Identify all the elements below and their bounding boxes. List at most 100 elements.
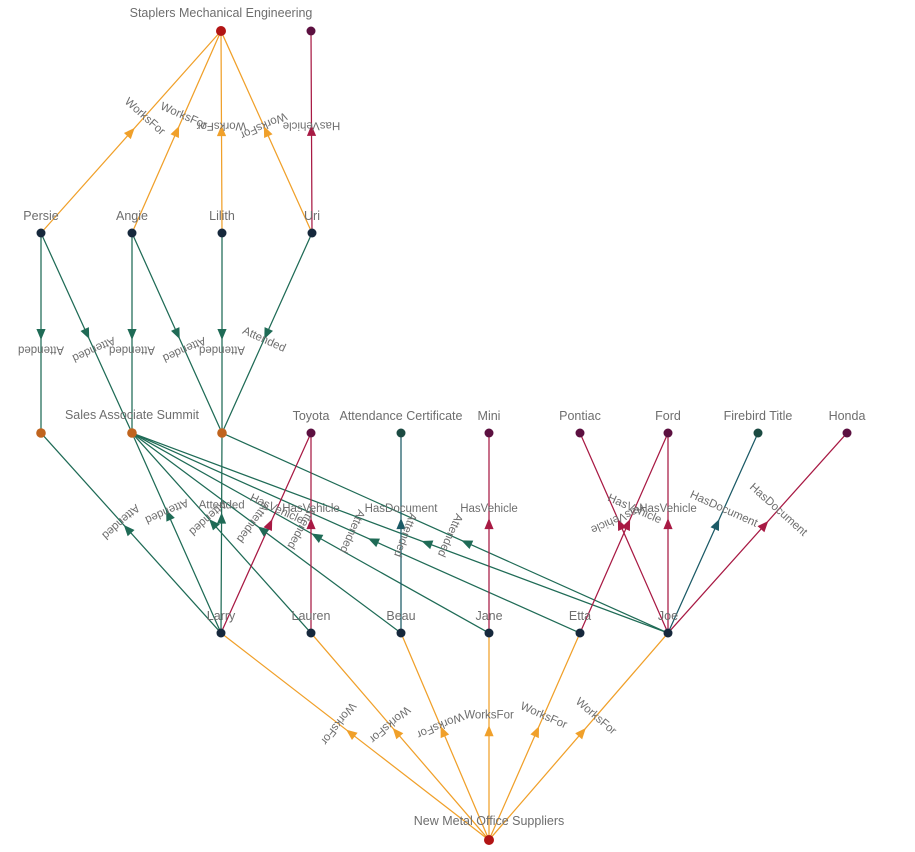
graph-edge[interactable]: [581, 436, 667, 630]
edge-arrowhead: [216, 125, 227, 137]
graph-node-larry[interactable]: [216, 628, 226, 638]
graph-node-persie[interactable]: [36, 228, 46, 238]
edge-arrowhead: [264, 327, 273, 340]
edge-label-worksfor: WorksFor: [415, 710, 466, 741]
graph-node-pontiac[interactable]: [575, 428, 585, 438]
graph-node-event_b[interactable]: [127, 428, 137, 438]
graph-node-lilith[interactable]: [217, 228, 227, 238]
edge-arrowhead: [80, 327, 90, 340]
edge-arrowhead: [440, 726, 450, 739]
edge-arrowhead: [217, 329, 227, 341]
graph-node-jane[interactable]: [484, 628, 494, 638]
edge-label-group: Attended: [199, 499, 245, 511]
edge-arrowhead: [123, 127, 135, 140]
node-label-honda: Honda: [829, 409, 866, 423]
edge-arrowhead: [396, 518, 406, 530]
edge-label-worksfor: WorksFor: [518, 700, 568, 731]
node-label-ford: Ford: [655, 409, 681, 423]
graph-node-att_cert[interactable]: [396, 428, 406, 438]
node-label-att_cert: Attendance Certificate: [340, 409, 463, 423]
node-label-toyota: Toyota: [293, 409, 330, 423]
node-label-firebird: Firebird Title: [724, 409, 793, 423]
graph-node-toyota[interactable]: [306, 428, 316, 438]
edge-label-group: HasDocument: [747, 481, 810, 539]
edge-label-group: Attended: [199, 343, 245, 355]
graph-edge[interactable]: [220, 437, 223, 630]
edge-label-group: HasVehicle: [282, 503, 340, 515]
edge-label-attended: Attended: [435, 512, 465, 559]
edge-label-worksfor: WorksFor: [366, 703, 412, 745]
edge-arrowhead: [36, 329, 46, 341]
edge-label-group: HasVehicle: [639, 503, 697, 515]
graph-edge[interactable]: [133, 436, 220, 630]
edge-layer: [40, 34, 845, 838]
edge-arrowhead: [123, 524, 135, 537]
edge-label-attended: Attended: [240, 325, 287, 355]
graph-node-ford[interactable]: [663, 428, 673, 438]
edge-arrowhead: [757, 520, 769, 533]
edge-arrowhead: [621, 519, 631, 532]
graph-node-honda[interactable]: [842, 428, 852, 438]
graph-edge[interactable]: [669, 436, 757, 630]
edge-arrowhead: [257, 526, 270, 537]
graph-node-staplers[interactable]: [216, 26, 226, 36]
node-layer: [36, 26, 852, 845]
edge-arrowhead: [575, 727, 586, 740]
edge-arrowhead: [484, 518, 494, 530]
graph-node-uri[interactable]: [307, 228, 317, 238]
node-label-persie: Persie: [23, 209, 58, 223]
edge-label-group: HasVehicle: [283, 119, 341, 131]
edge-label-worksfor: WorksFor: [464, 709, 514, 721]
edge-arrowhead: [170, 126, 180, 138]
edge-label-group: HasVehicle: [460, 503, 518, 515]
edge-arrowhead: [306, 518, 316, 530]
edge-arrowhead: [392, 727, 404, 740]
edge-label-group: Attended: [435, 512, 465, 559]
edge-arrowhead: [306, 124, 317, 136]
graph-node-lauren[interactable]: [306, 628, 316, 638]
graph-node-etta[interactable]: [575, 628, 585, 638]
graph-node-joe[interactable]: [663, 628, 673, 638]
graph-edge[interactable]: [670, 435, 845, 631]
graph-node-firebird[interactable]: [753, 428, 763, 438]
graph-node-newmetal[interactable]: [484, 835, 494, 845]
edge-label-attended: Attended: [391, 511, 418, 558]
edge-label-hasvehicle: HasVehicle: [282, 503, 340, 515]
edge-label-group: Attended: [391, 511, 418, 558]
edge-label-group: WorksFor: [464, 709, 514, 721]
edge-label-group: WorksFor: [196, 120, 246, 132]
edge-label-hasvehicle: HasVehicle: [460, 503, 518, 515]
edge-arrowhead: [311, 533, 324, 543]
graph-node-beau[interactable]: [396, 628, 406, 638]
graph-node-event_c[interactable]: [217, 428, 227, 438]
edge-arrowhead: [530, 726, 540, 739]
edge-label-hasdocument: HasDocument: [365, 503, 439, 515]
edge-label-group: Attended: [109, 343, 155, 355]
graph-node-veh_top[interactable]: [306, 26, 316, 36]
edge-label-group: HasDocument: [365, 503, 439, 515]
edge-arrowhead: [346, 729, 358, 740]
node-label-lilith: Lilith: [209, 209, 235, 223]
edge-label-attended: Attended: [199, 499, 245, 511]
node-label-beau: Beau: [386, 609, 415, 623]
edge-arrowhead: [263, 519, 273, 532]
edge-arrowhead: [209, 519, 220, 531]
graph-node-mini[interactable]: [484, 428, 494, 438]
edge-label-group: Attended: [240, 325, 287, 355]
edge-arrowhead: [127, 329, 137, 341]
edge-label-worksfor: WorksFor: [196, 120, 246, 132]
graph-node-event_a[interactable]: [36, 428, 46, 438]
node-label-layer: Staplers Mechanical Engineering Persie Ang…: [23, 6, 865, 828]
edge-label-group: WorksFor: [366, 703, 412, 745]
edge-arrowhead: [710, 519, 720, 532]
edge-label-group: WorksFor: [318, 700, 358, 747]
edge-arrowhead: [166, 509, 175, 522]
edge-label-worksfor: WorksFor: [318, 700, 358, 747]
graph-node-angie[interactable]: [127, 228, 137, 238]
edge-label-hasdocument: HasDocument: [747, 481, 810, 539]
graph-edge[interactable]: [225, 434, 665, 632]
graph-edge[interactable]: [135, 434, 665, 633]
edge-arrowhead: [368, 538, 380, 548]
graph-edge[interactable]: [135, 434, 577, 632]
